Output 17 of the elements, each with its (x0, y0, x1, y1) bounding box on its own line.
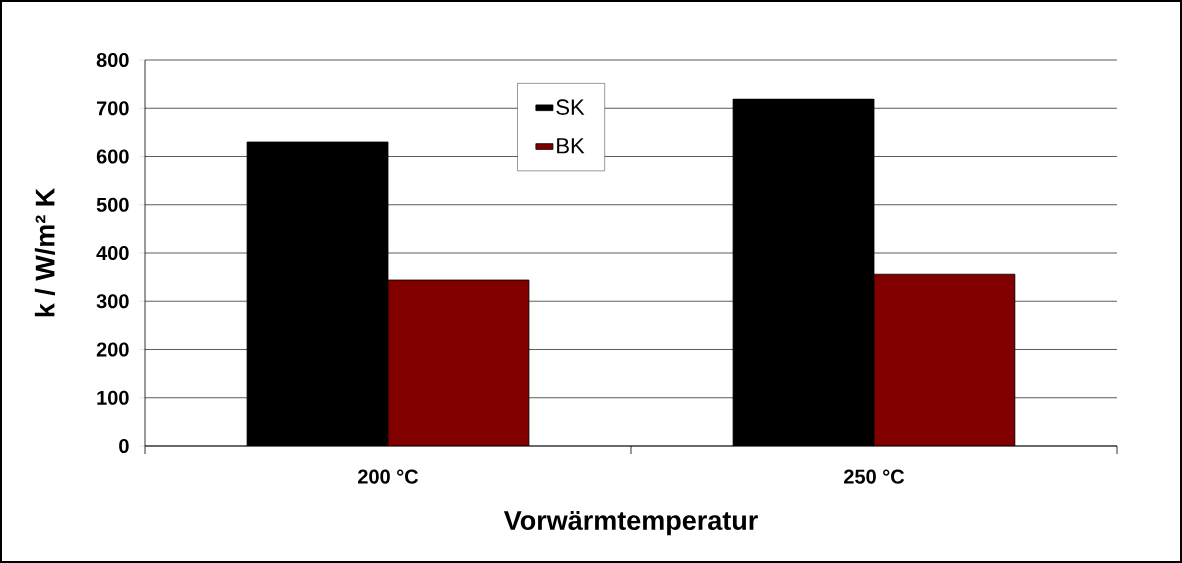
y-tick-label: 200 (96, 342, 129, 357)
y-tick-label: 300 (96, 294, 129, 309)
y-tick-label: 600 (96, 149, 129, 164)
bar (873, 273, 1016, 446)
legend-label: SK (556, 99, 585, 115)
legend-label: BK (557, 138, 585, 154)
y-tick-label: 500 (96, 197, 129, 212)
x-tick-label: 200 °C (358, 469, 419, 484)
y-axis-title: k / W/m² K (34, 188, 55, 317)
y-tick-label: 100 (97, 390, 129, 405)
bar (388, 280, 529, 446)
y-tick-label: 800 (96, 52, 129, 68)
x-tick-label: 250 °C (844, 469, 905, 484)
y-tick-label: 0 (119, 438, 129, 454)
y-tick-label: 700 (96, 101, 129, 116)
x-axis-title: Vorwärmtemperatur (503, 511, 758, 536)
y-tick-label: 400 (96, 245, 129, 261)
